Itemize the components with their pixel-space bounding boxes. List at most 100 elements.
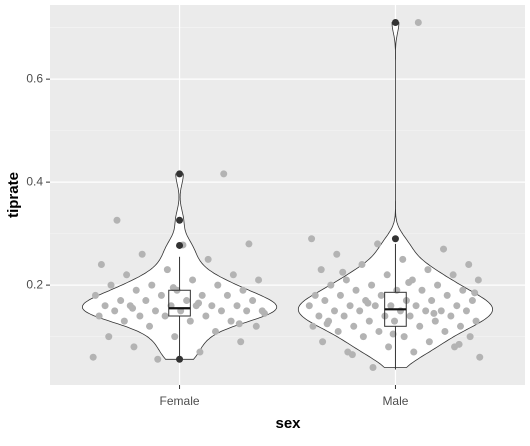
jitter-point: [196, 348, 204, 356]
jitter-point: [437, 307, 445, 315]
jitter-point: [472, 317, 480, 325]
jitter-point: [183, 297, 191, 305]
jitter-point: [453, 302, 461, 310]
jitter-point: [418, 286, 426, 294]
jitter-point: [412, 302, 420, 310]
jitter-point: [309, 322, 317, 330]
jitter-point: [317, 266, 325, 274]
jitter-point: [334, 327, 342, 335]
jitter-point: [410, 348, 418, 356]
jitter-point: [365, 317, 373, 325]
jitter-point: [323, 320, 331, 328]
jitter-point: [389, 330, 397, 338]
jitter-point: [169, 284, 177, 292]
jitter-point: [305, 302, 313, 310]
jitter-point: [424, 266, 432, 274]
jitter-point: [235, 320, 243, 328]
jitter-point: [406, 312, 414, 320]
jitter-point: [468, 297, 476, 305]
jitter-point: [368, 281, 376, 289]
jitter-point: [171, 333, 179, 341]
jitter-point: [377, 291, 385, 299]
jitter-point: [405, 279, 413, 287]
jitter-point: [220, 170, 228, 178]
jitter-point: [130, 343, 138, 351]
jitter-point: [387, 302, 395, 310]
jitter-point: [430, 309, 438, 317]
outlier: [176, 355, 184, 363]
jitter-point: [123, 271, 131, 279]
jitter-point: [129, 304, 137, 312]
jitter-point: [385, 343, 393, 351]
jitter-point: [208, 302, 216, 310]
jitter-point: [89, 353, 97, 361]
jitter-point: [136, 312, 144, 320]
jitter-point: [400, 333, 408, 341]
jitter-point: [350, 322, 358, 330]
jitter-point: [249, 297, 257, 305]
jitter-point: [229, 271, 237, 279]
jitter-point: [456, 322, 464, 330]
outlier: [391, 19, 399, 27]
y-tick-label: 0.6: [26, 71, 43, 85]
jitter-point: [163, 266, 171, 274]
jitter-point: [154, 355, 162, 363]
outlier: [391, 235, 399, 243]
jitter-point: [327, 281, 335, 289]
jitter-point: [348, 351, 356, 359]
jitter-point: [440, 245, 448, 253]
jitter-point: [217, 307, 225, 315]
x-axis-label: sex: [275, 415, 301, 432]
jitter-point: [186, 317, 194, 325]
jitter-point: [364, 299, 372, 307]
jitter-point: [449, 271, 457, 279]
jitter-point: [414, 19, 422, 27]
jitter-point: [422, 307, 430, 315]
jitter-point: [198, 291, 206, 299]
jitter-point: [342, 276, 350, 284]
outlier: [176, 216, 184, 224]
box: [168, 289, 191, 317]
jitter-point: [261, 309, 269, 317]
jitter-point: [161, 312, 169, 320]
jitter-point: [142, 297, 150, 305]
jitter-point: [375, 327, 383, 335]
jitter-point: [399, 255, 407, 263]
jitter-point: [339, 268, 347, 276]
jitter-point: [311, 291, 319, 299]
jitter-point: [356, 307, 364, 315]
jitter-point: [336, 291, 344, 299]
jitter-point: [455, 340, 463, 348]
jitter-point: [212, 327, 220, 335]
jitter-point: [233, 302, 241, 310]
jitter-point: [214, 281, 222, 289]
jitter-point: [391, 317, 399, 325]
jitter-point: [340, 312, 348, 320]
jitter-point: [101, 302, 109, 310]
jitter-point: [204, 255, 212, 263]
jitter-point: [359, 333, 367, 341]
jitter-point: [132, 286, 140, 294]
y-tick-label: 0.2: [26, 277, 43, 291]
jitter-point: [441, 327, 449, 335]
outlier: [176, 170, 184, 178]
jitter-point: [476, 353, 484, 361]
jitter-point: [243, 307, 251, 315]
x-tick-label: Male: [382, 394, 408, 408]
jitter-point: [352, 286, 360, 294]
jitter-point: [239, 286, 247, 294]
jitter-point: [471, 289, 479, 297]
jitter-point: [195, 299, 203, 307]
jitter-point: [333, 250, 341, 258]
jitter-point: [319, 338, 327, 346]
jitter-point: [113, 216, 121, 224]
jitter-point: [447, 312, 455, 320]
jitter-point: [416, 322, 424, 330]
jitter-point: [237, 338, 245, 346]
jitter-point: [105, 333, 113, 341]
jitter-point: [107, 281, 115, 289]
jitter-point: [227, 317, 235, 325]
jitter-point: [465, 261, 473, 269]
jitter-point: [151, 307, 159, 315]
jitter-point: [462, 307, 470, 315]
